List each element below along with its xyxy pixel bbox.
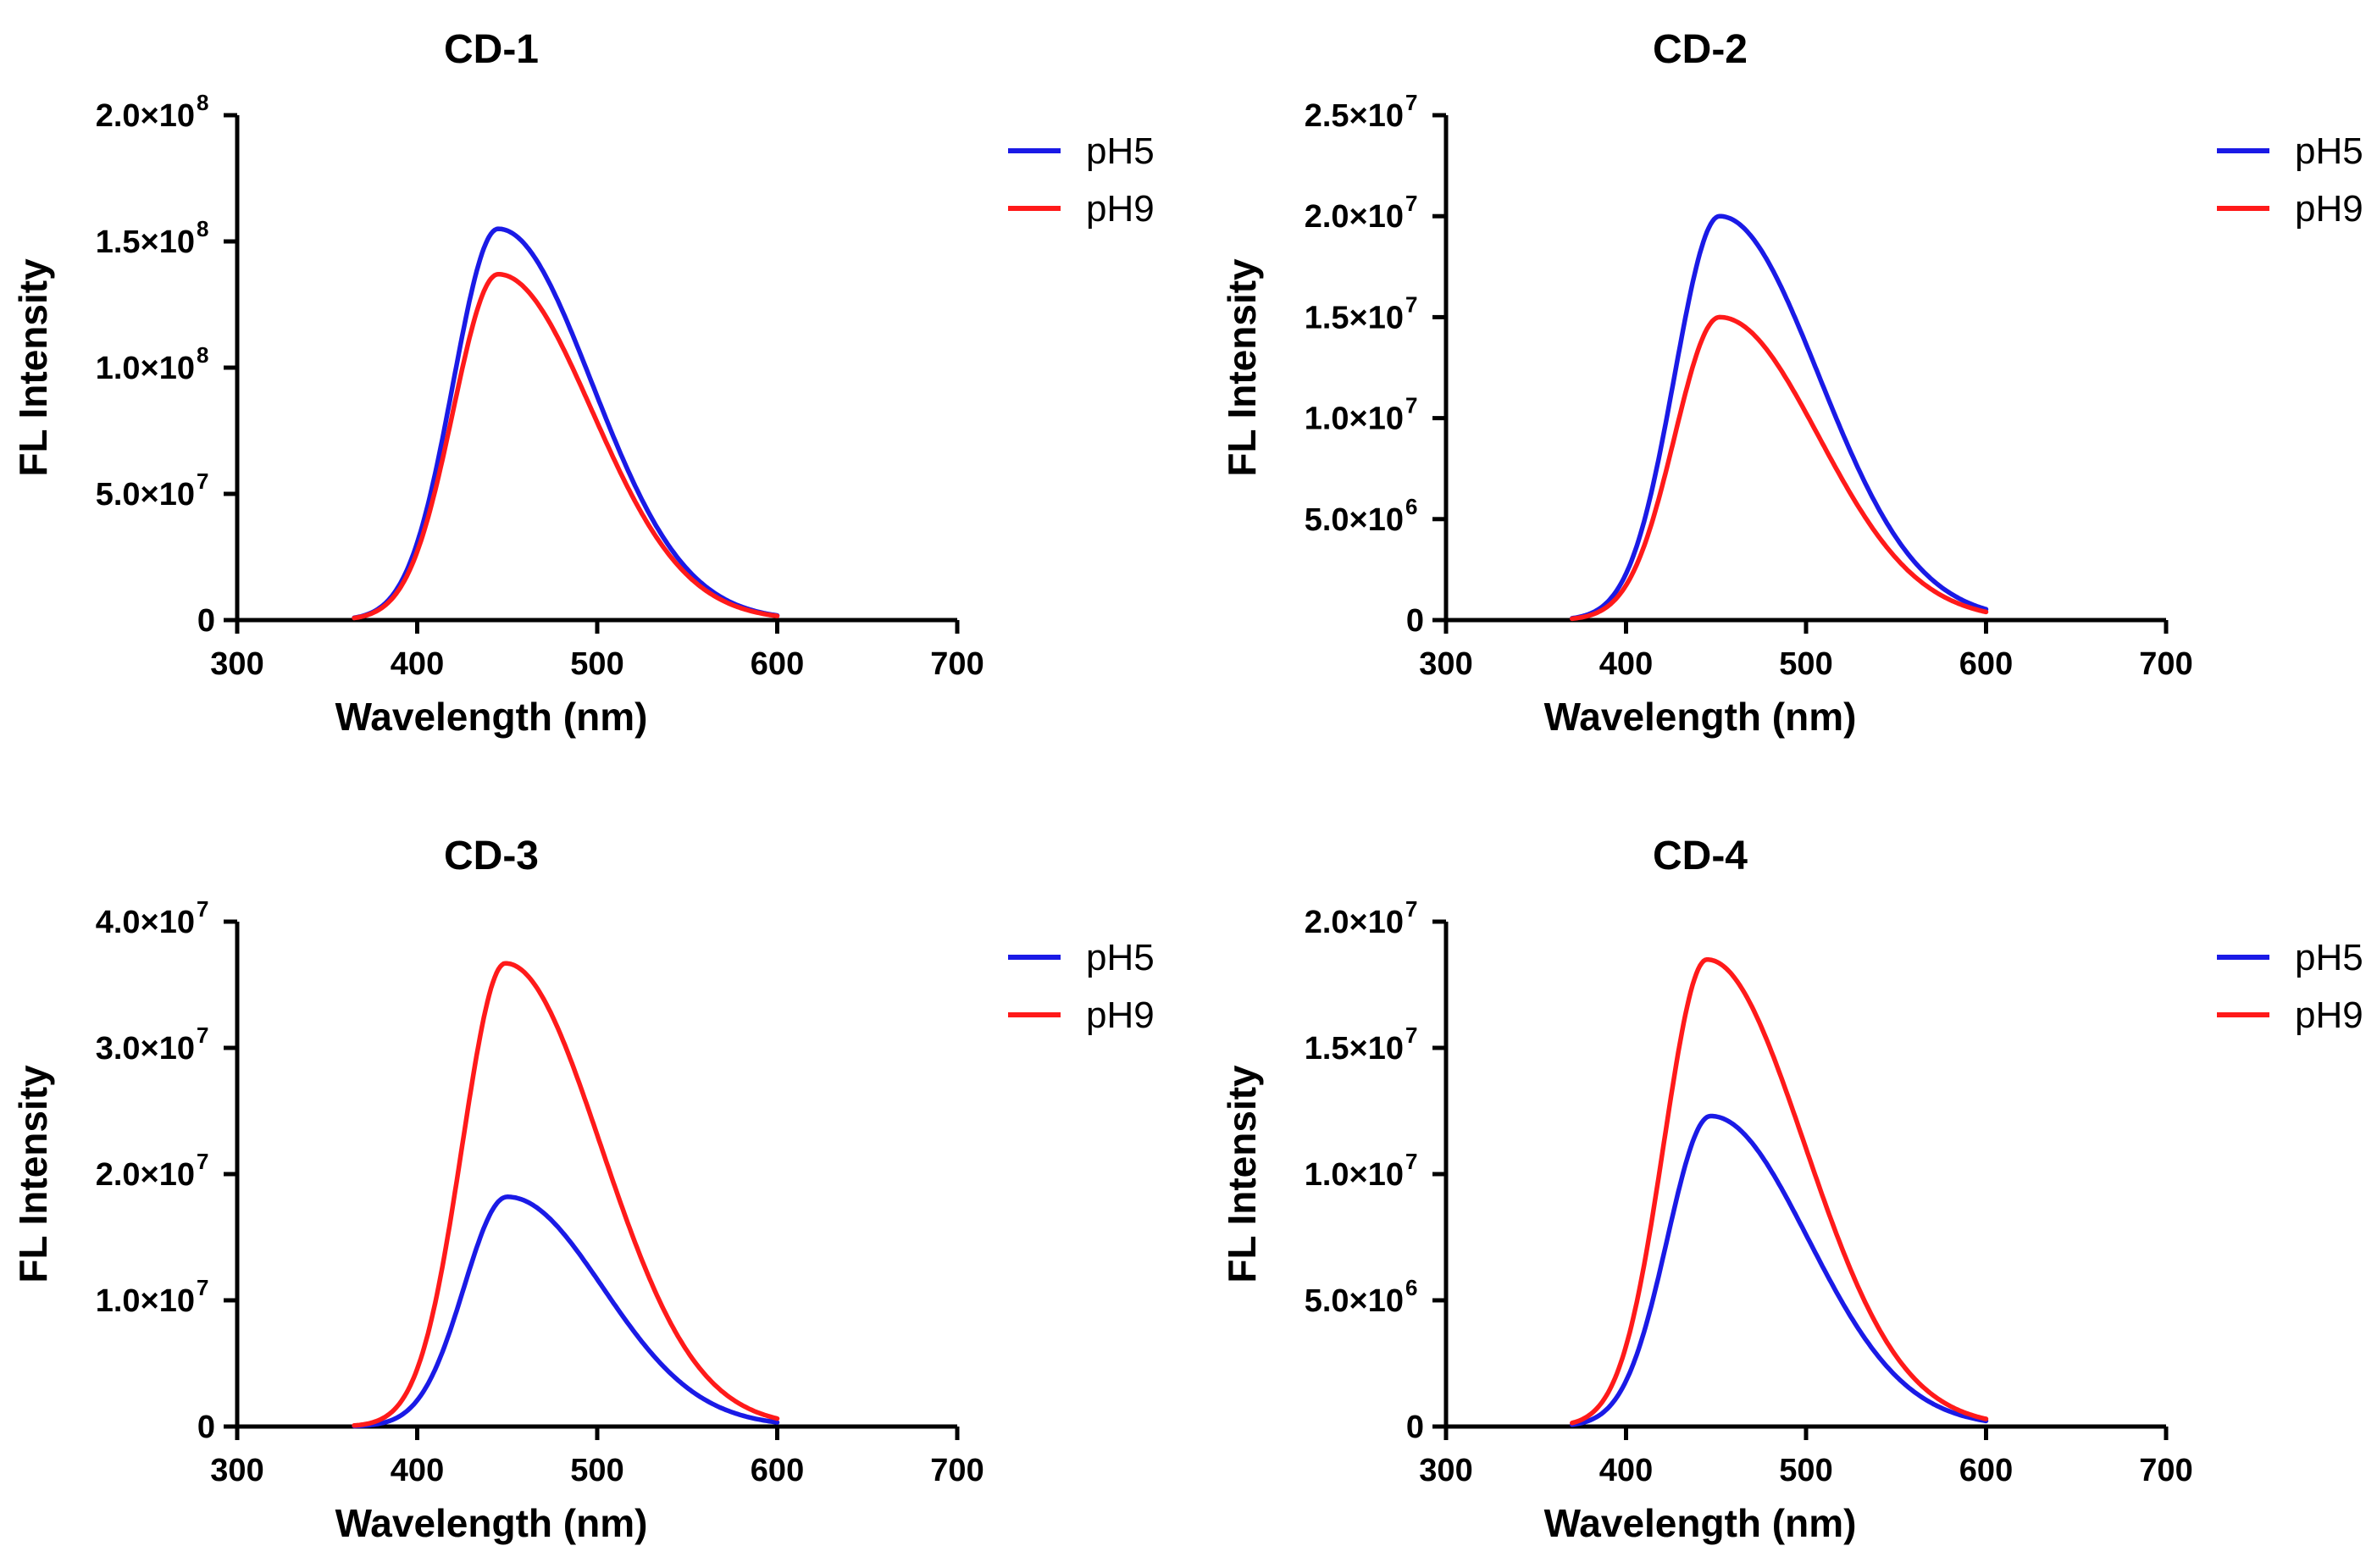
y-tick-exponent: 7 bbox=[1405, 393, 1417, 418]
x-tick-label: 500 bbox=[570, 646, 623, 682]
y-tick-label: 1.0×10 bbox=[1305, 402, 1404, 437]
x-axis-label: Wavelength (nm) bbox=[335, 695, 648, 739]
y-tick-exponent: 7 bbox=[1405, 191, 1417, 216]
y-tick-exponent: 7 bbox=[1405, 1149, 1417, 1174]
x-tick-label: 600 bbox=[1959, 1453, 2013, 1488]
y-tick-exponent: 8 bbox=[197, 342, 208, 368]
legend-label: pH5 bbox=[1086, 937, 1155, 978]
chart-title: CD-3 bbox=[444, 834, 539, 878]
y-tick-exponent: 7 bbox=[1405, 90, 1417, 115]
y-axis-label: FL Intensity bbox=[11, 1065, 55, 1283]
x-axis-label: Wavelength (nm) bbox=[1544, 695, 1857, 739]
x-tick-label: 500 bbox=[1779, 646, 1832, 682]
y-tick-exponent: 7 bbox=[1405, 1022, 1417, 1048]
legend-label: pH9 bbox=[1086, 995, 1155, 1036]
legend-label: pH9 bbox=[2295, 188, 2363, 230]
x-tick-label: 300 bbox=[1419, 1453, 1472, 1488]
legend-label: pH9 bbox=[1086, 188, 1155, 230]
x-tick-label: 500 bbox=[1779, 1453, 1832, 1488]
series-line-ph5 bbox=[1570, 213, 1989, 621]
y-tick-label: 2.0×10 bbox=[1305, 905, 1404, 940]
y-tick-label: 0 bbox=[1406, 1410, 1424, 1445]
y-tick-exponent: 7 bbox=[197, 468, 208, 494]
y-tick-exponent: 7 bbox=[197, 1022, 208, 1048]
y-tick-label: 0 bbox=[197, 603, 215, 639]
y-tick-label: 1.0×10 bbox=[96, 1283, 195, 1319]
x-tick-label: 700 bbox=[930, 646, 983, 682]
series-line-ph9 bbox=[1570, 314, 1989, 622]
x-tick-label: 700 bbox=[2139, 1453, 2192, 1488]
y-tick-exponent: 7 bbox=[1405, 896, 1417, 922]
x-tick-label: 700 bbox=[2139, 646, 2192, 682]
y-tick-exponent: 7 bbox=[1405, 291, 1417, 317]
y-tick-exponent: 8 bbox=[197, 90, 208, 115]
x-tick-label: 300 bbox=[210, 646, 263, 682]
x-tick-label: 300 bbox=[210, 1453, 263, 1488]
y-axis-label: FL Intensity bbox=[1220, 258, 1264, 477]
legend-label: pH5 bbox=[1086, 130, 1155, 172]
y-tick-label: 0 bbox=[197, 1410, 215, 1445]
chart-title: CD-4 bbox=[1653, 834, 1748, 878]
legend-label: pH9 bbox=[2295, 995, 2363, 1036]
x-tick-label: 400 bbox=[391, 646, 444, 682]
y-tick-label: 1.5×10 bbox=[1305, 1031, 1404, 1067]
y-tick-label: 1.5×10 bbox=[96, 224, 195, 260]
x-tick-label: 300 bbox=[1419, 646, 1472, 682]
chart-title: CD-2 bbox=[1653, 27, 1748, 72]
y-tick-label: 1.5×10 bbox=[1305, 300, 1404, 335]
x-tick-label: 400 bbox=[1599, 1453, 1653, 1488]
y-tick-label: 4.0×10 bbox=[96, 905, 195, 940]
x-tick-label: 600 bbox=[751, 646, 804, 682]
x-axis-label: Wavelength (nm) bbox=[335, 1501, 648, 1545]
series-line-ph5 bbox=[352, 1194, 780, 1429]
x-tick-label: 400 bbox=[391, 1453, 444, 1488]
series-line-ph9 bbox=[1570, 956, 1989, 1426]
x-axis-label: Wavelength (nm) bbox=[1544, 1501, 1857, 1545]
y-tick-label: 5.0×10 bbox=[1305, 1283, 1404, 1319]
x-tick-label: 500 bbox=[570, 1453, 623, 1488]
y-tick-exponent: 7 bbox=[197, 1275, 208, 1300]
x-tick-label: 600 bbox=[751, 1453, 804, 1488]
legend-label: pH5 bbox=[2295, 937, 2363, 978]
y-tick-label: 2.5×10 bbox=[1305, 98, 1404, 134]
series-line-ph9 bbox=[352, 961, 780, 1428]
y-tick-label: 2.0×10 bbox=[1305, 199, 1404, 235]
chart-title: CD-1 bbox=[444, 27, 539, 72]
y-tick-label: 1.0×10 bbox=[1305, 1157, 1404, 1193]
series-line-ph9 bbox=[352, 271, 780, 621]
y-tick-label: 2.0×10 bbox=[96, 1157, 195, 1193]
y-tick-label: 0 bbox=[1406, 603, 1424, 639]
y-tick-exponent: 8 bbox=[197, 216, 208, 241]
x-tick-label: 600 bbox=[1959, 646, 2013, 682]
series-line-ph5 bbox=[352, 226, 780, 620]
y-tick-label: 2.0×10 bbox=[96, 98, 195, 134]
y-tick-exponent: 7 bbox=[197, 896, 208, 922]
y-axis-label: FL Intensity bbox=[1220, 1065, 1264, 1283]
y-tick-label: 5.0×10 bbox=[96, 477, 195, 513]
x-tick-label: 400 bbox=[1599, 646, 1653, 682]
y-tick-exponent: 6 bbox=[1405, 1275, 1417, 1300]
y-tick-label: 5.0×10 bbox=[1305, 502, 1404, 538]
y-tick-exponent: 7 bbox=[197, 1149, 208, 1174]
y-tick-label: 3.0×10 bbox=[96, 1031, 195, 1067]
y-tick-label: 1.0×10 bbox=[96, 351, 195, 386]
x-tick-label: 700 bbox=[930, 1453, 983, 1488]
legend-label: pH5 bbox=[2295, 130, 2363, 172]
y-tick-exponent: 6 bbox=[1405, 494, 1417, 519]
y-axis-label: FL Intensity bbox=[11, 258, 55, 477]
series-line-ph5 bbox=[1570, 1113, 1989, 1427]
